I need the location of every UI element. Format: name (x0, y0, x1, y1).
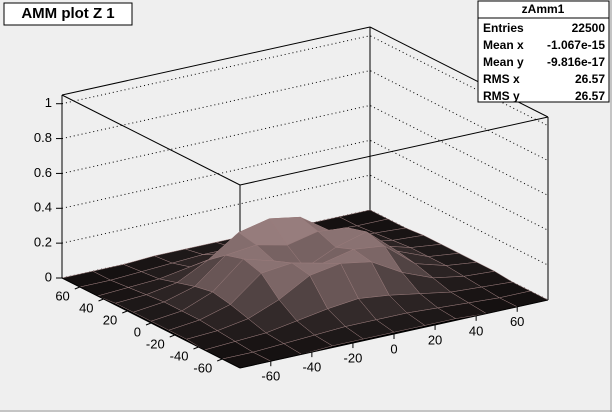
x-tick-label: -40 (302, 360, 321, 375)
z-tick-label: 0.2 (34, 235, 52, 250)
x-tick-label: 60 (510, 314, 524, 329)
stats-value: -1.067e-15 (547, 38, 605, 52)
box-edge (61, 94, 241, 186)
z-tick-label: 0.6 (34, 165, 52, 180)
x-tick-label: -60 (261, 369, 280, 384)
y-tick-label: 0 (134, 324, 141, 339)
stats-value: 26.57 (575, 89, 605, 103)
y-tick-label: 20 (103, 312, 117, 327)
stats-label: Mean y (483, 55, 524, 69)
box-edge (61, 26, 371, 96)
y-tick (145, 322, 152, 326)
chart-title: AMM plot Z 1 (21, 5, 114, 22)
y-tick (122, 310, 128, 314)
stats-value: 26.57 (575, 72, 605, 86)
grid-line (61, 174, 549, 266)
y-tick (193, 346, 199, 350)
y-tick-label: -60 (193, 360, 212, 375)
stats-title: zAmm1 (522, 2, 565, 16)
plot: 0 0.2 0.4 0.6 0.8 1 -60 -40 -20 0 20 40 60 -60 -40 -20 0… (34, 26, 549, 384)
x-tick-label: 20 (428, 332, 442, 347)
grid-line (61, 104, 549, 196)
stats-label: Entries (483, 21, 524, 35)
x-tick-label: 0 (390, 341, 397, 356)
stats-label: RMS x (483, 72, 520, 86)
y-tick (217, 358, 223, 362)
grid-line (61, 70, 549, 162)
x-tick-label: -20 (344, 351, 363, 366)
y-tick-label: -20 (146, 336, 165, 351)
y-tick-label: -40 (170, 348, 189, 363)
z-tick-label: 0.8 (34, 130, 52, 145)
z-tick-label: 1 (45, 95, 52, 110)
y-tick (74, 286, 80, 290)
grid-line (61, 139, 549, 231)
y-tick (98, 298, 104, 302)
z-tick-label: 0.4 (34, 200, 52, 215)
z-tick-label: 0 (45, 269, 52, 284)
x-tick-label: 40 (469, 323, 483, 338)
y-tick-label: 60 (55, 288, 69, 303)
stats-label: Mean x (483, 38, 524, 52)
stats-label: RMS y (483, 89, 520, 103)
box-edge (239, 116, 549, 186)
title-box (3, 2, 133, 26)
stats-value: -9.816e-17 (547, 55, 605, 69)
y-tick (169, 334, 175, 338)
stats-box: zAmm1 Entries 22500 Mean x -1.067e-15 Mean y… (477, 0, 610, 103)
stats-value: 22500 (572, 21, 606, 35)
y-tick-label: 40 (79, 300, 93, 315)
